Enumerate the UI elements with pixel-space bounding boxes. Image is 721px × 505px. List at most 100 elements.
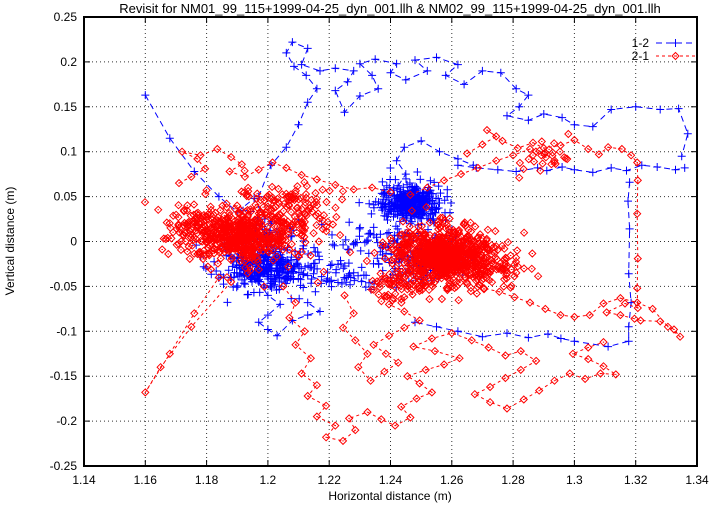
data-point-marker (483, 126, 491, 135)
data-point-marker (227, 261, 237, 271)
data-point-marker (175, 179, 183, 188)
data-point-marker (623, 196, 633, 206)
data-point-marker (422, 66, 432, 76)
data-point-marker (313, 278, 322, 287)
data-point-marker (625, 177, 635, 187)
y-tick-label: -0.1 (56, 324, 77, 338)
data-point-marker (569, 165, 579, 175)
data-point-marker (435, 147, 444, 157)
data-point-marker (303, 97, 313, 107)
data-point-marker (478, 140, 487, 149)
data-point-marker (363, 408, 372, 417)
data-point-marker (556, 311, 565, 320)
data-point-marker (492, 156, 501, 165)
data-point-marker (312, 175, 321, 184)
data-point-marker (624, 322, 634, 332)
data-point-marker (568, 349, 577, 358)
series-line (466, 129, 681, 338)
data-point-marker (569, 120, 579, 130)
data-point-marker (201, 190, 210, 198)
x-tick-label: 1.28 (501, 473, 525, 487)
data-point-marker (287, 37, 297, 47)
data-point-marker (519, 395, 528, 404)
data-point-marker (385, 163, 395, 173)
data-point-marker (520, 228, 529, 237)
data-point-marker (374, 259, 384, 269)
data-point-marker (534, 272, 543, 281)
data-point-marker (599, 362, 608, 371)
data-point-marker (429, 177, 439, 187)
data-point-marker (484, 343, 493, 352)
data-point-marker (427, 388, 436, 397)
data-point-marker (400, 323, 409, 332)
data-point-marker (406, 413, 415, 422)
data-point-marker (671, 52, 680, 60)
data-point-marker (599, 338, 608, 347)
data-point-marker (569, 336, 579, 346)
data-point-marker (156, 363, 165, 372)
data-point-marker (187, 172, 196, 181)
data-point-marker (294, 120, 303, 130)
data-point-marker (401, 174, 411, 184)
data-point-marker (410, 55, 420, 65)
data-point-marker (345, 414, 354, 423)
data-point-marker (498, 136, 507, 145)
data-point-marker (541, 304, 550, 313)
data-point-marker (331, 203, 340, 212)
y-tick-label: 0.15 (54, 100, 78, 114)
data-point-marker (362, 236, 372, 246)
data-point-marker (263, 290, 273, 300)
data-point-marker (516, 365, 525, 374)
data-point-marker (528, 249, 537, 258)
data-point-marker (222, 297, 232, 307)
data-point-marker (343, 77, 353, 87)
data-point-marker (503, 404, 511, 413)
data-point-marker (599, 299, 608, 308)
data-point-marker (369, 340, 378, 349)
data-point-marker (515, 158, 524, 167)
data-point-marker (516, 347, 525, 356)
data-point-marker (470, 390, 479, 399)
data-point-marker (432, 322, 441, 332)
data-point-marker (616, 311, 625, 320)
data-point-marker (557, 113, 567, 123)
data-point-marker (311, 189, 320, 198)
data-point-marker (339, 187, 347, 196)
y-tick-label: -0.25 (50, 459, 78, 473)
data-point-marker (412, 167, 422, 177)
y-tick-label: -0.15 (50, 369, 78, 383)
data-point-marker (496, 68, 506, 78)
data-point-marker (637, 160, 647, 170)
data-point-marker (314, 255, 324, 265)
data-point-marker (385, 331, 393, 340)
data-point-marker (315, 66, 325, 76)
data-point-marker (467, 336, 476, 345)
series-line (282, 286, 618, 442)
data-point-marker (624, 269, 634, 279)
x-tick-label: 1.16 (134, 473, 158, 487)
data-point-marker (350, 238, 360, 248)
data-point-marker (373, 84, 383, 94)
data-point-marker (297, 171, 306, 179)
series-line (457, 164, 685, 173)
y-axis-label: Vertical distance (m) (3, 187, 17, 296)
data-point-marker (318, 185, 327, 194)
data-point-marker (493, 165, 503, 175)
data-point-marker (463, 149, 472, 158)
x-tick-label: 1.24 (379, 473, 403, 487)
data-point-marker (515, 173, 524, 182)
data-point-marker (671, 38, 680, 48)
data-point-marker (357, 262, 367, 272)
data-point-marker (486, 398, 495, 407)
data-point-marker (425, 176, 435, 186)
data-point-marker (310, 287, 320, 297)
data-point-marker (510, 293, 519, 302)
data-point-marker (492, 132, 501, 141)
data-point-marker (330, 86, 340, 96)
series-line (258, 41, 689, 197)
data-point-marker (336, 231, 345, 240)
legend-label: 1-2 (632, 36, 650, 50)
data-point-marker (315, 307, 325, 316)
data-point-marker (394, 358, 403, 367)
data-point-marker (556, 141, 565, 150)
